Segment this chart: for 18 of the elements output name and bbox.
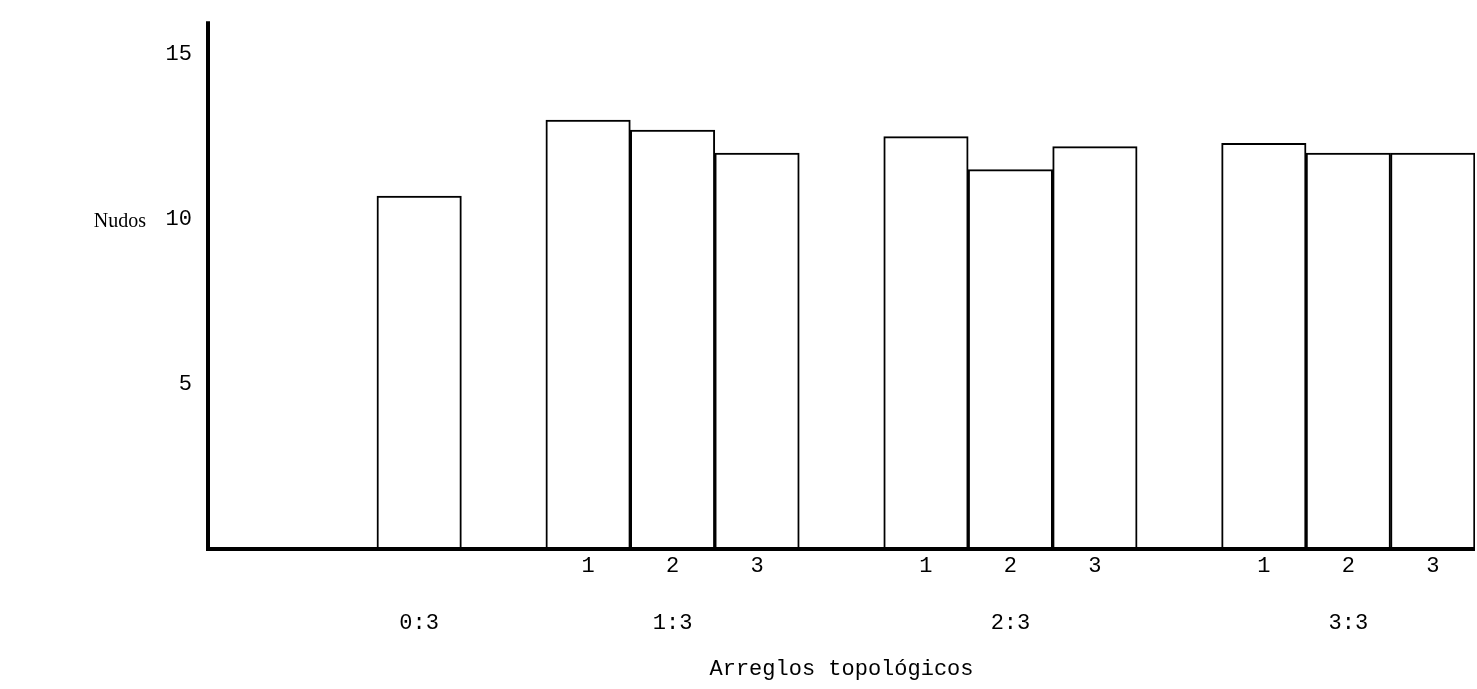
- x-axis-title: Arreglos topológicos: [709, 656, 974, 682]
- y-tick-label: 5: [178, 371, 192, 397]
- text: 1:3: [652, 610, 693, 636]
- x-tick-label: 1: [581, 554, 595, 580]
- x-tick-label: 2: [1003, 554, 1018, 580]
- y-tick-label: 10: [165, 206, 192, 232]
- x-tick-label: 3: [1426, 554, 1440, 580]
- x-tick-label: 2: [1341, 554, 1355, 580]
- x-tick-label: 3: [750, 554, 764, 580]
- x-tick-label: 1: [919, 554, 933, 580]
- y-tick-label: 15: [165, 42, 192, 68]
- text: 0:3: [399, 610, 439, 636]
- x-tick-label: 2: [665, 554, 680, 580]
- x-tick-label: 3: [1088, 554, 1102, 580]
- x-tick-label: 1: [1257, 554, 1271, 580]
- y-axis-title: Nudos: [93, 209, 147, 232]
- text: 2:3: [990, 610, 1031, 636]
- text: 3:3: [1328, 610, 1369, 636]
